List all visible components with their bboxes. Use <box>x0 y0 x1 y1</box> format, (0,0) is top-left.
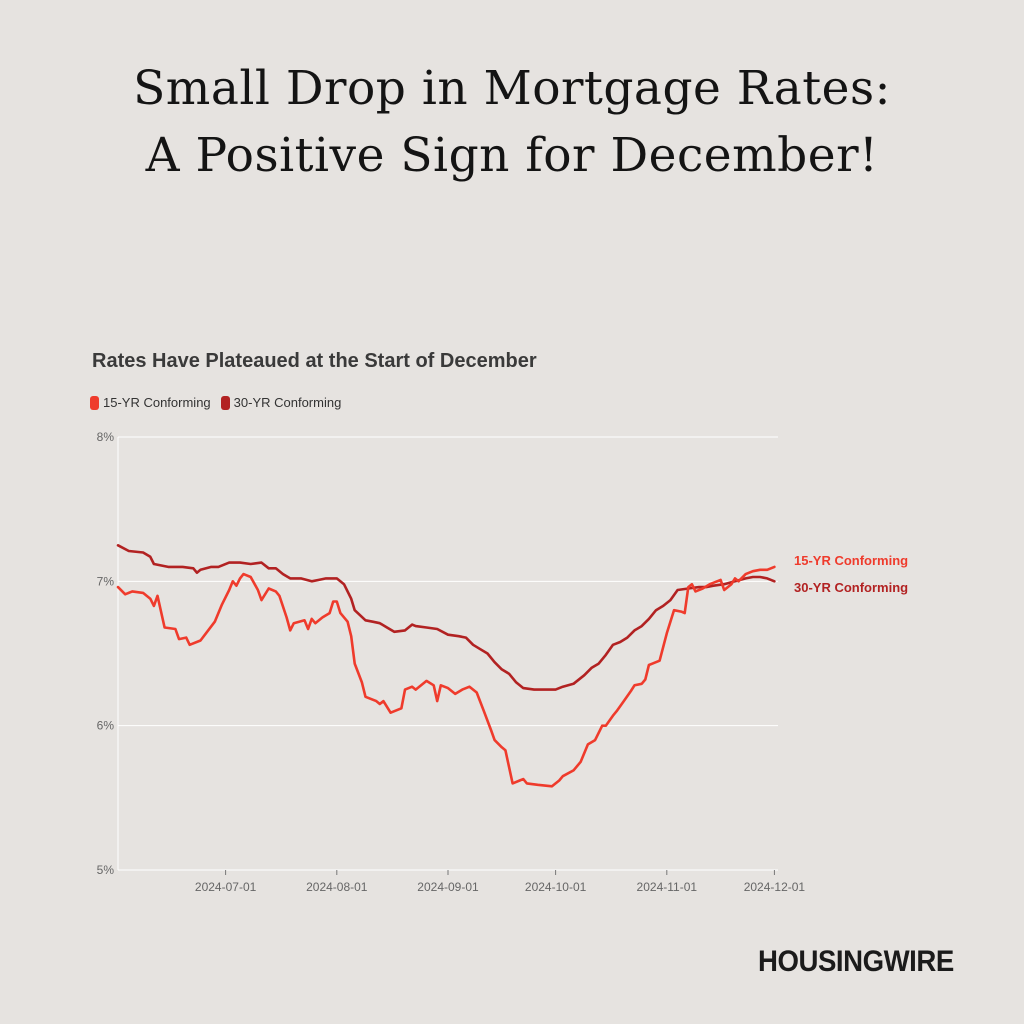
legend-swatch-30yr <box>220 395 230 410</box>
x-tick-label: 2024-10-01 <box>525 880 587 894</box>
housingwire-logo: HOUSINGWIRE <box>758 945 954 978</box>
legend-item-30yr: 30-YR Conforming <box>220 395 342 410</box>
headline-line-1: Small Drop in Mortgage Rates: <box>133 61 891 116</box>
x-tick-label: 2024-11-01 <box>637 880 698 894</box>
y-tick-label: 8% <box>97 430 115 444</box>
series-line-30yr <box>116 544 776 691</box>
end-label-30yr: 30-YR Conforming <box>794 580 908 595</box>
y-tick-label: 7% <box>97 574 115 588</box>
legend-swatch-15yr <box>90 395 99 410</box>
series-line-15yr <box>116 565 776 788</box>
headline: Small Drop in Mortgage Rates: A Positive… <box>0 56 1024 189</box>
x-tick-label: 2024-08-01 <box>306 880 368 894</box>
y-tick-label: 6% <box>97 719 115 733</box>
x-tick-label: 2024-07-01 <box>195 880 257 894</box>
headline-line-2: A Positive Sign for December! <box>145 127 879 183</box>
end-label-15yr: 15-YR Conforming <box>794 553 908 568</box>
chart-legend: 15-YR Conforming 30-YR Conforming <box>90 395 341 410</box>
y-tick-label: 5% <box>97 863 115 877</box>
chart-title: Rates Have Plateaued at the Start of Dec… <box>92 350 537 372</box>
legend-label-15yr: 15-YR Conforming <box>103 395 211 410</box>
legend-item-15yr: 15-YR Conforming <box>90 395 211 410</box>
legend-label-30yr: 30-YR Conforming <box>233 395 342 410</box>
x-tick-label: 2024-09-01 <box>417 880 479 894</box>
x-tick-label: 2024-12-01 <box>744 880 806 894</box>
